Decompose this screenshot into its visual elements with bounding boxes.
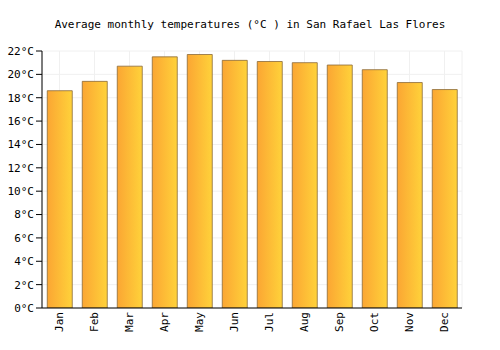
- svg-text:2°C: 2°C: [14, 279, 34, 292]
- svg-text:Feb: Feb: [88, 312, 101, 332]
- svg-text:Sep: Sep: [333, 312, 346, 332]
- svg-text:4°C: 4°C: [14, 255, 34, 268]
- svg-text:Oct: Oct: [368, 312, 381, 332]
- html-text:Average monthly temperatures (: Average monthly temperatures (°C ) in Sa…: [54, 18, 446, 31]
- svg-text:Dec: Dec: [438, 312, 451, 332]
- svg-text:Nov: Nov: [403, 312, 416, 332]
- svg-text:12°C: 12°C: [8, 162, 34, 175]
- svg-text:16°C: 16°C: [8, 115, 34, 128]
- svg-text:20°C: 20°C: [8, 68, 34, 81]
- svg-text:Aug: Aug: [298, 312, 311, 332]
- svg-text:Jun: Jun: [228, 312, 241, 332]
- svg-text:22°C: 22°C: [8, 45, 34, 58]
- svg-text:Jul: Jul: [263, 312, 276, 332]
- svg-text:8°C: 8°C: [14, 208, 34, 221]
- svg-text:Apr: Apr: [158, 312, 171, 332]
- svg-text:Mar: Mar: [123, 312, 136, 332]
- svg-text:Jan: Jan: [53, 312, 66, 332]
- svg-text:14°C: 14°C: [8, 138, 34, 151]
- svg-text:18°C: 18°C: [8, 92, 34, 105]
- svg-text:0°C: 0°C: [14, 302, 34, 315]
- svg-text:10°C: 10°C: [8, 185, 34, 198]
- svg-text:May: May: [193, 312, 206, 332]
- svg-text:6°C: 6°C: [14, 232, 34, 245]
